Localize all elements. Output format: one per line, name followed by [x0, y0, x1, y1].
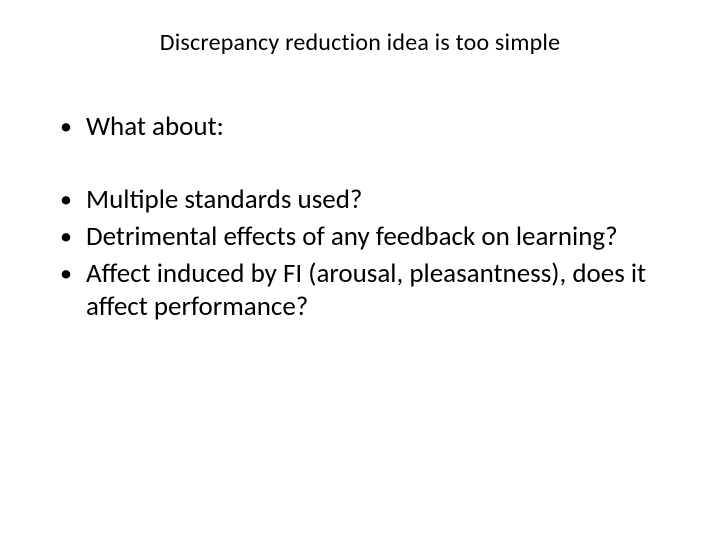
- list-item: What about:: [70, 111, 676, 144]
- list-item: Detrimental effects of any feedback on l…: [70, 221, 676, 254]
- slide-title: Discrepancy reduction idea is too simple: [44, 28, 676, 57]
- bullet-text: Affect induced by FI (arousal, pleasantn…: [86, 257, 646, 323]
- slide: Discrepancy reduction idea is too simple…: [0, 0, 720, 540]
- bullet-text: Multiple standards used?: [86, 183, 362, 216]
- spacer: [44, 148, 676, 184]
- slide-body: What about: Multiple standards used? Det…: [44, 111, 676, 324]
- bullet-text: What about:: [86, 110, 224, 143]
- list-item: Multiple standards used?: [70, 184, 676, 217]
- list-item: Affect induced by FI (arousal, pleasantn…: [70, 258, 676, 324]
- bullet-text: Detrimental effects of any feedback on l…: [86, 220, 618, 253]
- bullet-list-1: What about:: [44, 111, 676, 144]
- bullet-list-2: Multiple standards used? Detrimental eff…: [44, 184, 676, 324]
